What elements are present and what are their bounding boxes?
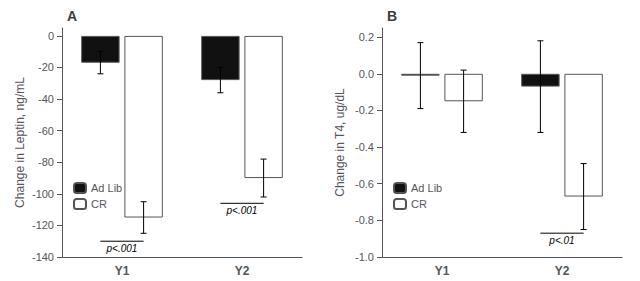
svg-text:-140: -140: [32, 251, 54, 263]
svg-text:B: B: [387, 8, 397, 24]
svg-text:-0.8: -0.8: [355, 214, 374, 226]
svg-text:CR: CR: [91, 198, 107, 210]
svg-text:0.0: 0.0: [359, 68, 374, 80]
svg-text:p<.01: p<.01: [548, 235, 574, 246]
svg-text:-100: -100: [32, 188, 54, 200]
svg-text:0.2: 0.2: [359, 31, 374, 43]
svg-text:-80: -80: [38, 156, 54, 168]
svg-text:p<.001: p<.001: [106, 243, 138, 254]
svg-text:p<.001: p<.001: [226, 205, 258, 216]
svg-text:Change in Leptin, ng/mL: Change in Leptin, ng/mL: [13, 77, 27, 208]
svg-text:Y2: Y2: [555, 264, 570, 278]
svg-text:Ad Lib: Ad Lib: [411, 182, 442, 194]
svg-text:-20: -20: [38, 61, 54, 73]
svg-text:-0.2: -0.2: [355, 104, 374, 116]
svg-text:-0.4: -0.4: [355, 141, 374, 153]
svg-text:CR: CR: [411, 198, 427, 210]
svg-text:A: A: [67, 8, 77, 24]
svg-text:-1.0: -1.0: [355, 251, 374, 263]
svg-text:Y1: Y1: [435, 264, 450, 278]
svg-text:Change in T4, ug/dL: Change in T4, ug/dL: [333, 88, 347, 197]
svg-text:Ad Lib: Ad Lib: [91, 182, 122, 194]
svg-text:Y2: Y2: [235, 264, 250, 278]
svg-text:0: 0: [48, 30, 54, 42]
svg-text:-60: -60: [38, 125, 54, 137]
svg-text:Y1: Y1: [115, 264, 130, 278]
svg-text:-0.6: -0.6: [355, 178, 374, 190]
svg-text:-120: -120: [32, 219, 54, 231]
svg-text:-40: -40: [38, 93, 54, 105]
